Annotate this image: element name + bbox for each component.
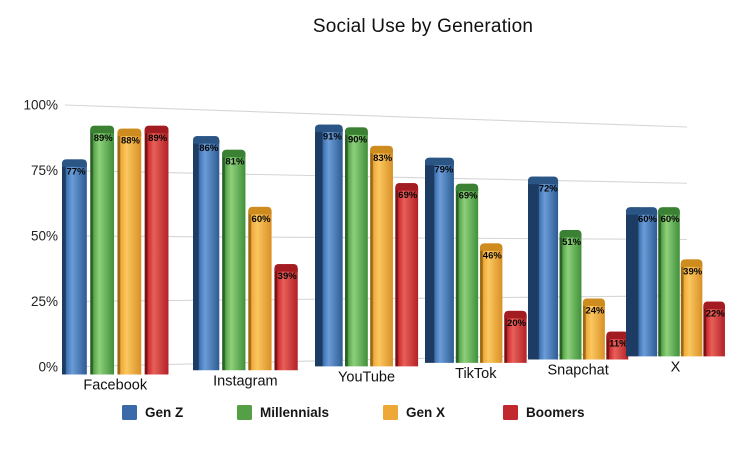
- bar-cap-gen-z-x: [626, 207, 658, 215]
- legend-swatch-millennials: [237, 404, 252, 420]
- bar-value-boomers-x: 22%: [706, 309, 726, 320]
- bar-cap-gen-z-instagram: [193, 136, 220, 144]
- bar-cap-gen-x-instagram: [248, 206, 272, 215]
- legend-swatch-gen-z: [122, 404, 137, 420]
- bar-gen-x-facebook: [117, 128, 142, 375]
- legend: Gen Z Millennials Gen X Boomers: [0, 403, 756, 425]
- bar-millennials-instagram: [222, 149, 246, 371]
- bar-gen-z-snapchat: [528, 176, 559, 360]
- legend-label-boomers: Boomers: [526, 404, 585, 420]
- legend-item-millennials: Millennials: [237, 403, 329, 421]
- chart-title: Social Use by Generation: [312, 16, 534, 37]
- bar-gen-x-instagram: [248, 206, 272, 371]
- y-tick-25: 25%: [31, 294, 58, 309]
- bar-gen-z-x: [626, 207, 658, 357]
- bar-value-millennials-facebook: 89%: [94, 133, 114, 144]
- bar-value-millennials-instagram: 81%: [225, 157, 245, 168]
- bar-millennials-snapchat: [559, 229, 582, 360]
- bar-cap-gen-z-snapchat: [528, 176, 559, 185]
- bar-value-millennials-x: 60%: [661, 214, 681, 225]
- bar-value-gen-z-facebook: 77%: [67, 166, 87, 177]
- bar-value-gen-x-facebook: 88%: [121, 136, 141, 147]
- legend-swatch-boomers: [503, 404, 518, 420]
- y-tick-75: 75%: [31, 163, 58, 178]
- bar-value-boomers-youtube: 69%: [398, 190, 418, 201]
- bar-cap-boomers-snapchat: [606, 331, 629, 340]
- bar-cap-millennials-tiktok: [455, 183, 479, 192]
- bar-cap-gen-x-facebook: [117, 128, 142, 137]
- gridline-100: [64, 104, 688, 128]
- bar-value-gen-x-instagram: 60%: [252, 214, 272, 225]
- bar-cap-millennials-snapchat: [559, 229, 582, 238]
- bar-value-gen-z-x: 60%: [638, 214, 658, 225]
- bar-cap-millennials-x: [658, 207, 680, 215]
- bar-gen-x-tiktok: [480, 243, 503, 363]
- bar-value-boomers-instagram: 39%: [278, 271, 298, 282]
- bar-millennials-facebook: [90, 125, 115, 375]
- bar-value-millennials-youtube: 90%: [348, 134, 368, 145]
- bar-value-gen-z-instagram: 86%: [199, 143, 219, 154]
- bar-cap-gen-z-facebook: [62, 159, 87, 167]
- bar-cap-boomers-tiktok: [504, 310, 527, 319]
- bar-value-boomers-facebook: 89%: [148, 133, 168, 144]
- category-label-x: X: [671, 359, 681, 375]
- bar-cap-gen-x-snapchat: [582, 298, 605, 307]
- category-label-instagram: Instagram: [213, 373, 277, 389]
- bar-cap-millennials-instagram: [222, 149, 246, 158]
- bar-gen-z-tiktok: [425, 157, 454, 363]
- bar-millennials-x: [658, 207, 680, 357]
- legend-label-gen-z: Gen Z: [145, 404, 184, 420]
- bar-gen-x-x: [680, 259, 703, 357]
- bar-value-gen-x-youtube: 83%: [373, 153, 393, 164]
- bar-millennials-youtube: [345, 127, 368, 367]
- category-label-facebook: Facebook: [83, 377, 147, 393]
- bar-cap-boomers-youtube: [395, 183, 419, 191]
- legend-item-gen-x: Gen X: [383, 403, 445, 421]
- bar-cap-gen-x-youtube: [370, 145, 393, 154]
- bar-value-gen-x-x: 39%: [683, 266, 703, 277]
- bar-value-millennials-snapchat: 51%: [562, 237, 582, 248]
- bar-gen-x-snapchat: [582, 298, 605, 360]
- bar-boomers-facebook: [144, 125, 169, 375]
- bar-boomers-youtube: [395, 183, 419, 367]
- legend-item-gen-z: Gen Z: [122, 403, 183, 421]
- bar-cap-gen-x-tiktok: [480, 243, 503, 251]
- bar-boomers-x: [703, 301, 725, 357]
- y-tick-100: 100%: [23, 98, 58, 113]
- bar-value-gen-z-tiktok: 79%: [434, 165, 454, 176]
- bar-cap-gen-z-tiktok: [425, 157, 454, 166]
- bar-cap-boomers-x: [703, 301, 725, 310]
- legend-swatch-gen-x: [383, 404, 398, 420]
- bar-cap-millennials-facebook: [90, 125, 115, 134]
- bar-gen-z-facebook: [62, 159, 87, 375]
- bar-value-gen-x-tiktok: 46%: [483, 250, 503, 261]
- legend-label-millennials: Millennials: [260, 404, 330, 420]
- bar-boomers-tiktok: [504, 310, 527, 363]
- bar-cap-millennials-youtube: [345, 127, 368, 135]
- y-tick-50: 50%: [31, 229, 58, 244]
- bar-value-gen-z-snapchat: 72%: [539, 184, 559, 195]
- bar-value-millennials-tiktok: 69%: [459, 191, 479, 202]
- category-label-tiktok: TikTok: [455, 366, 497, 382]
- bar-value-gen-z-youtube: 91%: [323, 132, 343, 143]
- bar-cap-boomers-facebook: [144, 125, 169, 134]
- bar-cap-gen-x-x: [680, 259, 703, 267]
- legend-item-boomers: Boomers: [503, 403, 585, 421]
- category-label-snapchat: Snapchat: [547, 363, 608, 379]
- bar-gen-x-youtube: [370, 145, 393, 367]
- bar-value-boomers-tiktok: 20%: [507, 318, 527, 329]
- bar-cap-gen-z-youtube: [315, 124, 343, 133]
- y-tick-0: 0%: [38, 360, 58, 375]
- bar-value-gen-x-snapchat: 24%: [585, 306, 605, 317]
- bar-millennials-tiktok: [455, 183, 479, 363]
- legend-label-gen-x: Gen X: [406, 404, 446, 420]
- bar-gen-z-instagram: [193, 136, 220, 371]
- category-label-youtube: YouTube: [338, 369, 395, 385]
- bar-boomers-instagram: [274, 264, 298, 371]
- bar-gen-z-youtube: [315, 124, 343, 367]
- bar-cap-boomers-instagram: [274, 264, 298, 272]
- bar-value-boomers-snapchat: 11%: [609, 339, 628, 350]
